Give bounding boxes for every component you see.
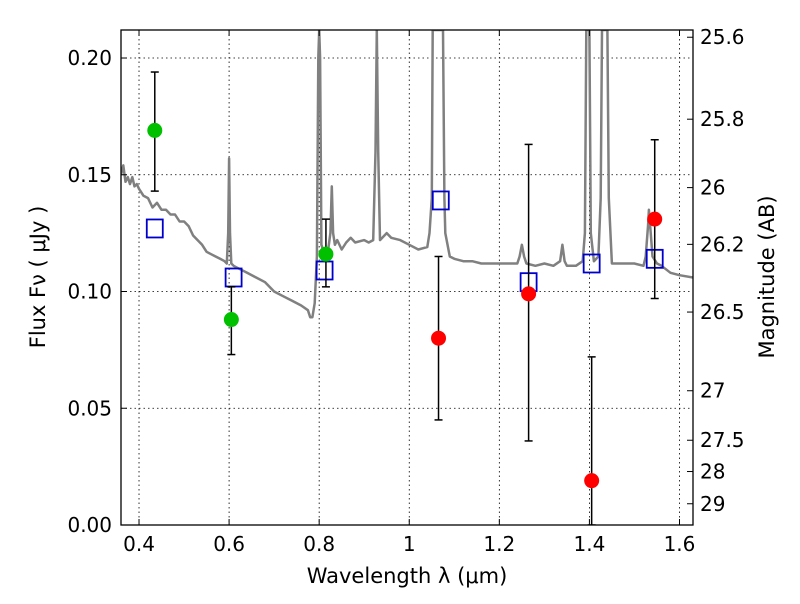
y2-axis-title: Magnitude (AB) [755,195,779,358]
model-flux-square [431,190,450,211]
plot-frame [120,29,694,526]
x-tick-label: 1 [403,532,416,556]
grid [121,30,693,526]
x-tick-label: 0.6 [213,532,245,556]
model-flux-square [224,267,243,288]
mag-tick-label: 29 [700,492,725,516]
model-flux-square [145,218,164,239]
green-data-point [223,312,239,328]
red-data-point [521,286,537,302]
x-tick-label: 0.4 [123,532,155,556]
green-data-point [318,246,334,262]
red-data-point [584,473,600,489]
model-spectrum-line [121,30,693,319]
model-flux-square [582,253,601,274]
y-tick-label: 0.20 [67,46,112,70]
mag-tick-label: 27.5 [700,428,745,452]
ticks: 0.4 0.6 0.8 1 1.2 1.4 1.6 0.00 0.05 0.10 0.15 0.20 2… [67,25,744,556]
mag-tick-label: 26.2 [700,232,745,256]
x-tick-label: 1.4 [574,532,606,556]
y-tick-label: 0.10 [67,280,112,304]
mag-tick-label: 28 [700,460,725,484]
mag-tick-label: 26 [700,176,725,200]
red-data-point [431,330,447,346]
x-tick-label: 1.6 [664,532,696,556]
x-axis-title: Wavelength λ (μm) [307,564,508,588]
mag-tick-label: 26.5 [700,300,745,324]
red-data-point [647,211,663,227]
mag-tick-label: 25.8 [700,107,745,131]
data-layer [121,30,693,525]
y-tick-label: 0.05 [67,396,112,420]
green-data-point [147,122,163,138]
x-tick-label: 0.8 [303,532,335,556]
y-tick-label: 0.15 [67,163,112,187]
mag-tick-label: 27 [700,379,725,403]
y-tick-label: 0.00 [67,513,112,537]
mag-tick-label: 25.6 [700,25,745,49]
y-axis-title: Flux Fν ( μJy ) [26,206,50,349]
x-tick-label: 1.2 [483,532,515,556]
